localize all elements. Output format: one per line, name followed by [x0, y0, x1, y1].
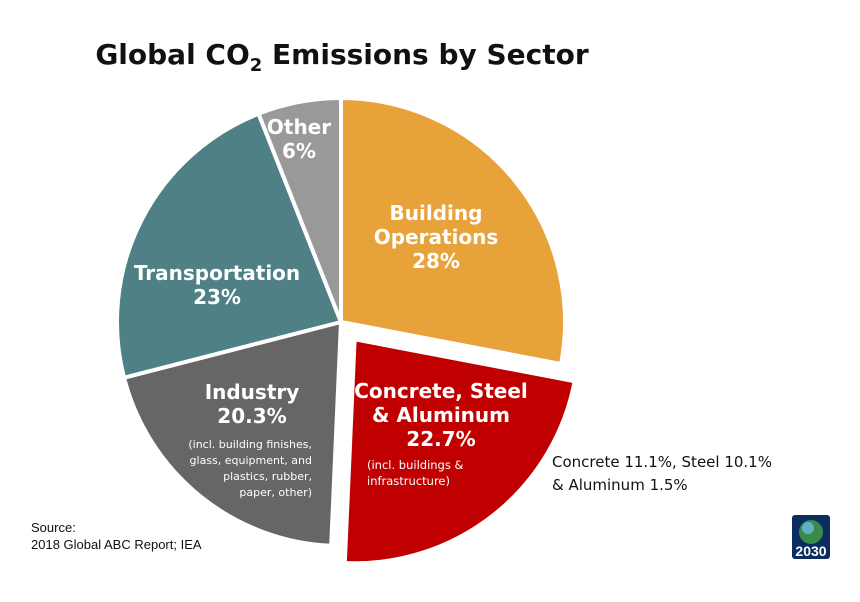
pie-note-industry-line-1: (incl. building finishes,	[188, 438, 312, 451]
pie-note-concrete-steel-aluminum-line-2: infrastructure)	[367, 474, 450, 488]
globe-highlight	[802, 522, 814, 534]
chart-title-rest: Emissions by Sector	[262, 38, 589, 71]
pie-label-industry-line-1: Industry	[205, 380, 300, 404]
source-label: Source:	[31, 520, 76, 535]
svg-text:Global CO2 Emissions by Sector: Global CO2 Emissions by Sector	[95, 38, 589, 76]
pie-slice-concrete-steel-aluminum	[342, 337, 577, 566]
source-note: Source: 2018 Global ABC Report; IEA	[31, 520, 202, 552]
breakdown-note-line-1: Concrete 11.1%, Steel 10.1%	[552, 453, 772, 471]
pie-slice-transportation	[115, 111, 343, 380]
pie-value-industry: 20.3%	[217, 404, 286, 428]
chart-title: Global CO2 Emissions by Sector	[95, 38, 589, 76]
pie-note-industry-line-4: paper, other)	[239, 486, 312, 499]
pie-note-concrete-steel-aluminum-line-1: (incl. buildings &	[367, 458, 464, 472]
pie-note-industry-line-2: glass, equipment, and	[190, 454, 312, 467]
pie-label-building-operations-line-1: Building	[390, 201, 483, 225]
logo-text: 2030	[795, 543, 826, 559]
pie-slice-industry	[122, 320, 343, 548]
pie-slices	[115, 96, 577, 566]
pie-value-building-operations: 28%	[412, 249, 460, 273]
chart-title-subscript: 2	[250, 55, 263, 76]
pie-slice-other	[256, 96, 343, 324]
pie-label-building-operations-line-2: Operations	[374, 225, 499, 249]
source-text: 2018 Global ABC Report; IEA	[31, 537, 202, 552]
chart-title-main: Global CO	[95, 38, 249, 71]
pie-note-industry-line-3: plastics, rubber,	[223, 470, 312, 483]
pie-label-transportation-line-1: Transportation	[134, 261, 300, 285]
pie-value-transportation: 23%	[193, 285, 241, 309]
pie-label-concrete-steel-aluminum-line-2: & Aluminum	[372, 403, 510, 427]
breakdown-note: Concrete 11.1%, Steel 10.1% & Aluminum 1…	[552, 453, 772, 494]
architecture-2030-logo: 2030	[792, 515, 830, 559]
pie-value-other: 6%	[282, 139, 316, 163]
breakdown-note-line-2: & Aluminum 1.5%	[552, 476, 688, 494]
pie-slice-building-operations	[339, 96, 567, 366]
pie-value-concrete-steel-aluminum: 22.7%	[406, 427, 475, 451]
pie-label-other-line-1: Other	[267, 115, 331, 139]
pie-label-concrete-steel-aluminum-line-1: Concrete, Steel	[354, 379, 528, 403]
